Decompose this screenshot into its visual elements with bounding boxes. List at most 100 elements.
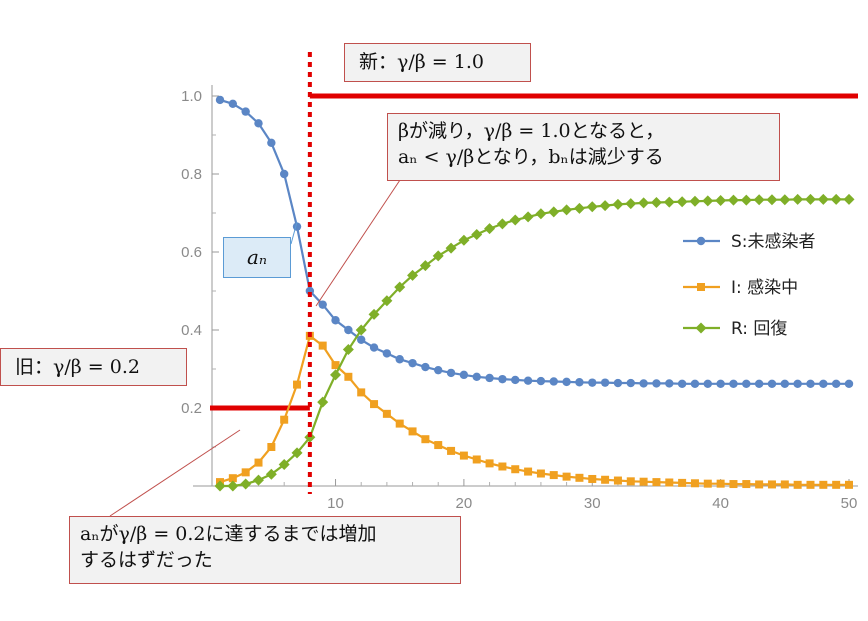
new-ratio-box: 新：γ/β = 1.0: [344, 43, 531, 82]
data-point: [355, 324, 367, 336]
data-point: [241, 468, 250, 477]
data-point: [844, 379, 854, 389]
data-point: [408, 427, 417, 436]
data-point: [280, 415, 289, 424]
data-point: [678, 478, 687, 487]
data-point: [394, 281, 406, 293]
data-point: [471, 228, 483, 240]
data-point: [267, 443, 276, 451]
data-point: [215, 95, 225, 105]
data-point: [793, 480, 802, 489]
data-point: [278, 459, 290, 471]
data-point: [600, 378, 610, 387]
data-point: [689, 195, 701, 207]
bottom-note-box: aₙがγ/β = 0.2に達するまでは増加 するはずだった: [69, 516, 461, 584]
data-point: [650, 196, 662, 208]
data-point: [696, 236, 706, 246]
data-point: [445, 242, 457, 254]
y-tick-label: 1.0: [181, 88, 202, 105]
data-point: [279, 169, 289, 179]
data-point: [832, 480, 841, 489]
data-point: [573, 202, 585, 214]
data-point: [498, 374, 507, 384]
legend: S:未感染者 I: 感染中 R: 回復: [683, 232, 816, 339]
data-point: [522, 211, 534, 223]
data-point: [754, 379, 764, 389]
data-point: [459, 451, 468, 460]
data-point: [695, 322, 707, 334]
data-point: [638, 197, 650, 209]
data-point: [716, 479, 725, 488]
data-point: [793, 379, 802, 389]
data-point: [729, 480, 738, 489]
data-point: [317, 396, 329, 408]
data-point: [697, 283, 705, 291]
data-point: [498, 462, 507, 471]
data-point: [652, 379, 661, 388]
data-point: [368, 308, 380, 320]
data-point: [586, 201, 598, 213]
data-point: [652, 478, 661, 487]
data-point: [612, 198, 624, 210]
data-point: [831, 379, 841, 389]
data-point: [432, 250, 444, 262]
data-point: [665, 379, 674, 388]
beta-note-line1: βが減り，γ/β = 1.0となると，: [398, 120, 665, 142]
data-point: [496, 218, 508, 230]
data-point: [228, 474, 237, 483]
x-tick-label: 30: [584, 495, 601, 512]
data-point: [766, 194, 778, 206]
data-point: [676, 196, 688, 208]
data-point: [562, 377, 571, 387]
data-point: [599, 200, 611, 212]
data-point: [344, 372, 353, 381]
series-0: [215, 95, 854, 389]
data-point: [240, 478, 252, 490]
data-point: [588, 474, 597, 483]
data-point: [395, 355, 404, 364]
y-tick-label: 0.6: [181, 244, 202, 261]
annotation-connectors: [109, 179, 401, 517]
data-point: [690, 479, 699, 488]
data-point: [804, 193, 816, 205]
data-point: [318, 341, 327, 350]
data-point: [740, 194, 752, 206]
data-point: [305, 286, 315, 296]
data-point: [458, 234, 470, 246]
data-point: [524, 467, 533, 476]
data-point: [253, 474, 265, 486]
data-point: [342, 344, 354, 355]
data-point: [613, 378, 623, 388]
data-point: [727, 194, 739, 206]
x-tick-label: 10: [327, 495, 344, 512]
data-point: [575, 378, 584, 387]
data-point: [665, 478, 674, 487]
data-point: [447, 446, 456, 455]
beta-note-box: βが減り，γ/β = 1.0となると， aₙ < γ/βとなり，bₙは減少する: [387, 113, 780, 181]
data-point: [626, 378, 635, 388]
an-connector: [290, 221, 298, 245]
data-point: [755, 480, 764, 489]
data-point: [639, 379, 648, 388]
data-point: [767, 480, 776, 489]
data-point: [753, 194, 765, 206]
data-point: [265, 468, 277, 480]
data-point: [626, 477, 635, 486]
data-point: [293, 380, 302, 389]
data-point: [830, 193, 842, 205]
data-point: [484, 223, 496, 235]
new-ratio-text: 新：γ/β = 1.0: [359, 51, 484, 73]
data-point: [254, 458, 263, 467]
data-point: [382, 409, 391, 418]
data-point: [241, 107, 250, 116]
data-point: [715, 195, 727, 207]
y-tick-label: 0.8: [181, 166, 202, 183]
data-point: [780, 379, 790, 389]
old-ratio-box: 旧：γ/β = 0.2: [0, 348, 187, 386]
an-label-box: aₙ: [223, 237, 291, 278]
data-point: [702, 195, 714, 207]
legend-label: S:未感染者: [731, 232, 816, 252]
data-point: [318, 300, 327, 309]
data-point: [485, 373, 494, 383]
